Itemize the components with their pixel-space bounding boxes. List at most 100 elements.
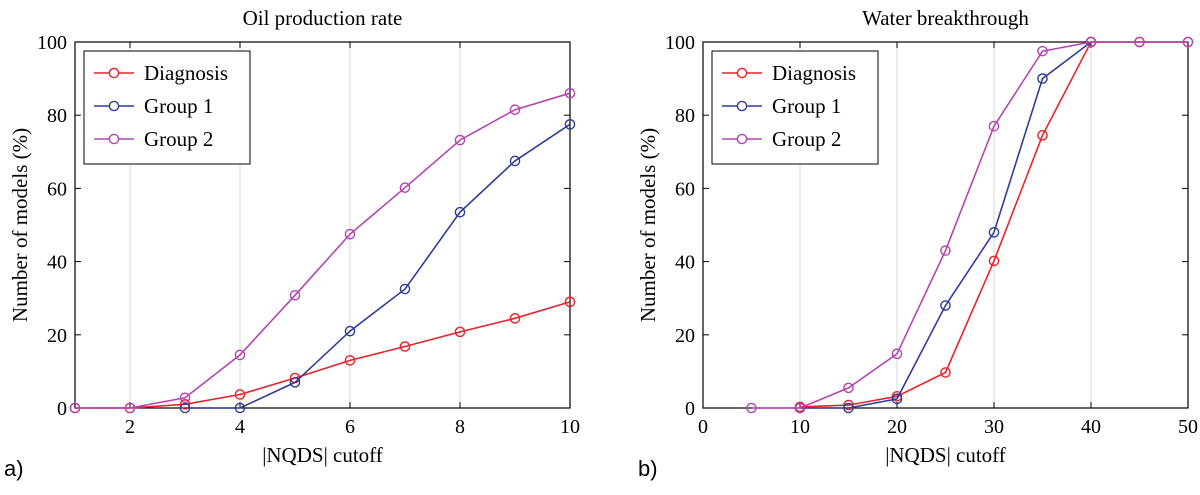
- data-point: [564, 296, 576, 308]
- y-axis-label: Number of models (%): [8, 128, 32, 322]
- legend-item: Group 2: [94, 127, 213, 151]
- data-point: [454, 134, 466, 146]
- data-point: [843, 402, 854, 414]
- legend-label: Diagnosis: [772, 61, 856, 85]
- y-tick-label: 80: [47, 105, 67, 127]
- data-point: [1037, 73, 1048, 84]
- x-tick-label: 4: [235, 416, 245, 438]
- x-tick-label: 50: [1178, 416, 1198, 438]
- data-point: [234, 349, 246, 361]
- legend-item: Group 2: [722, 127, 841, 151]
- y-tick-label: 40: [47, 252, 67, 274]
- legend-item: Group 1: [722, 94, 841, 118]
- data-point: [891, 393, 903, 405]
- x-axis-label: |NQDS| cutoff: [885, 443, 1006, 467]
- series-group-2: [69, 87, 576, 414]
- data-point: [179, 402, 191, 414]
- data-point: [234, 402, 246, 414]
- data-point: [564, 119, 576, 130]
- legend-item: Diagnosis: [722, 61, 856, 85]
- data-point: [940, 367, 951, 378]
- data-point: [344, 325, 356, 337]
- axes-frame: [702, 41, 1189, 409]
- series-line: [185, 123, 571, 409]
- y-tick-label: 60: [675, 178, 695, 200]
- series-line: [75, 92, 571, 409]
- panel-label: a): [4, 456, 24, 481]
- data-point: [344, 228, 356, 240]
- y-tick-label: 40: [675, 252, 695, 274]
- data-point: [124, 402, 136, 414]
- y-tick-label: 100: [37, 32, 67, 54]
- y-tick-label: 20: [675, 325, 695, 347]
- data-point: [988, 227, 1000, 238]
- legend-swatch-marker: [108, 100, 120, 112]
- x-tick-label: 20: [887, 416, 907, 438]
- data-point: [509, 313, 521, 324]
- data-point: [940, 300, 951, 311]
- legend: Diagnosis Group 1 Group 2: [711, 50, 879, 165]
- data-point: [289, 289, 301, 301]
- y-tick-label: 0: [57, 398, 67, 420]
- x-axis-label: |NQDS| cutoff: [262, 443, 383, 467]
- data-point: [988, 255, 1000, 267]
- axes-frame: [74, 41, 571, 409]
- data-point: [399, 182, 411, 193]
- data-point: [1085, 36, 1097, 48]
- data-point: [843, 399, 854, 411]
- legend-item: Diagnosis: [94, 61, 228, 85]
- y-tick-label: 100: [665, 32, 695, 54]
- data-point: [179, 399, 191, 410]
- data-point: [1037, 130, 1048, 141]
- x-tick-label: 10: [560, 416, 580, 438]
- legend-swatch-marker: [736, 67, 748, 79]
- y-tick-label: 0: [685, 398, 695, 420]
- legend-label: Group 2: [144, 127, 213, 151]
- legend: Diagnosis Group 1 Group 2: [83, 50, 251, 165]
- series-group-1: [179, 119, 576, 414]
- legend-swatch-marker: [108, 133, 120, 145]
- data-point: [289, 377, 301, 388]
- data-point: [940, 245, 951, 256]
- data-point: [454, 206, 466, 218]
- legend-swatch-marker: [736, 100, 748, 112]
- data-point: [1182, 36, 1194, 48]
- x-tick-label: 40: [1081, 416, 1101, 438]
- legend-label: Group 2: [772, 127, 841, 151]
- data-point: [891, 348, 903, 360]
- x-tick-label: 30: [984, 416, 1004, 438]
- y-tick-label: 60: [47, 178, 67, 200]
- panel-label: b): [638, 456, 658, 481]
- series-line: [800, 41, 1092, 409]
- data-point: [399, 341, 411, 352]
- data-point: [843, 382, 854, 394]
- chart-title: Oil production rate: [243, 6, 403, 30]
- x-tick-label: 8: [455, 416, 465, 438]
- data-point: [179, 392, 191, 404]
- x-tick-label: 2: [125, 416, 135, 438]
- legend-label: Group 1: [144, 94, 213, 118]
- x-tick-label: 6: [345, 416, 355, 438]
- y-tick-label: 80: [675, 105, 695, 127]
- data-point: [746, 402, 757, 414]
- series-group-2: [746, 36, 1194, 414]
- data-point: [509, 155, 521, 167]
- series-line: [75, 301, 571, 409]
- data-point: [399, 283, 411, 295]
- data-point: [564, 87, 576, 99]
- data-point: [234, 389, 246, 400]
- y-axis-label: Number of models (%): [636, 128, 660, 322]
- data-point: [69, 402, 81, 414]
- y-tick-label: 20: [47, 325, 67, 347]
- series-line: [751, 41, 1188, 409]
- data-point: [1037, 45, 1048, 57]
- x-tick-label: 0: [698, 416, 708, 438]
- x-tick-label: 10: [790, 416, 810, 438]
- data-point: [344, 355, 356, 366]
- legend-item: Group 1: [94, 94, 213, 118]
- data-point: [454, 326, 466, 338]
- data-point: [988, 120, 1000, 132]
- legend-label: Group 1: [772, 94, 841, 118]
